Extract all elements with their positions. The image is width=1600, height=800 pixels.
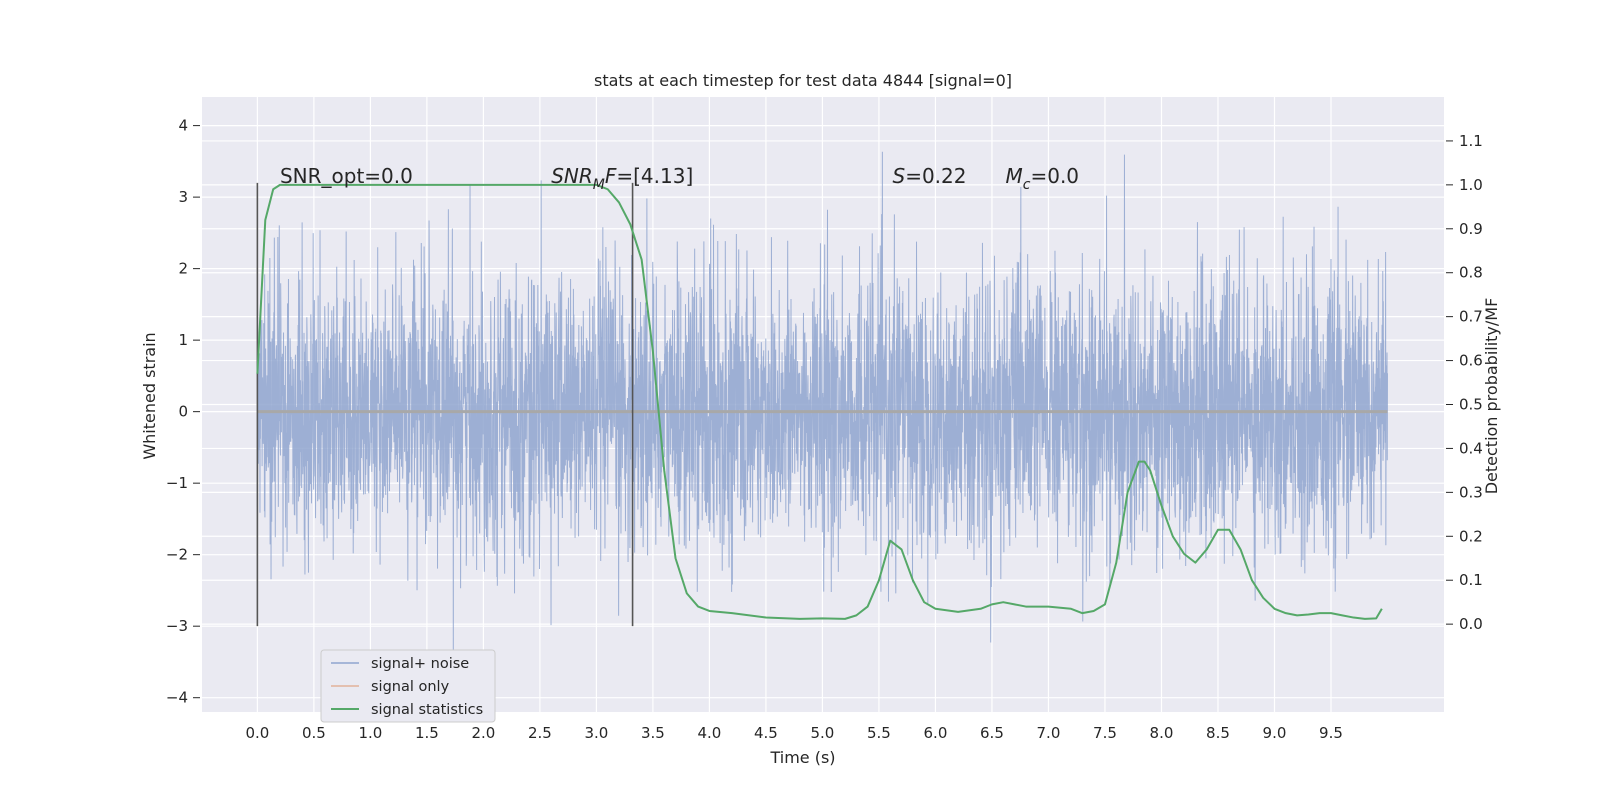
y-right-tick-label: 0.0 xyxy=(1459,615,1483,633)
y-right-axis-ticks: 1.1 1.0 0.9 0.8 0.7 0.6 0.5 0.4 0.3 0.2 0.1 0.0 xyxy=(1446,132,1483,633)
chart-title: stats at each timestep for test data 484… xyxy=(594,71,1012,90)
x-tick-label: 8.0 xyxy=(1150,724,1174,742)
x-tick-label: 9.0 xyxy=(1263,724,1287,742)
y-left-tick-label: −4 xyxy=(166,689,188,707)
y-left-tick-label: −3 xyxy=(166,617,188,635)
x-axis-ticks: 0.0 0.5 1.0 1.5 2.0 2.5 3.0 3.5 4.0 4.5 5.0 5.5 6.0 6… xyxy=(245,724,1342,742)
x-tick-label: 1.0 xyxy=(358,724,382,742)
legend-box xyxy=(320,649,496,723)
x-tick-label: 3.0 xyxy=(584,724,608,742)
legend-label-signal-plus-noise: signal+ noise xyxy=(371,656,469,672)
x-tick-label: 0.5 xyxy=(302,724,326,742)
x-tick-label: 3.5 xyxy=(641,724,665,742)
legend: signal+ noise signal only signal statist… xyxy=(320,649,496,723)
vertical-markers xyxy=(256,182,634,627)
legend-label-signal-only: signal only xyxy=(371,679,450,695)
y-left-tick-label: 4 xyxy=(178,117,188,135)
x-tick-label: 0.0 xyxy=(245,724,269,742)
signal-statistics-line xyxy=(256,183,1383,620)
y-left-axis-ticks: 4 3 2 1 0 −1 −2 −3 −4 xyxy=(166,117,200,707)
y-left-tick-label: −1 xyxy=(166,474,188,492)
x-tick-label: 9.5 xyxy=(1319,724,1343,742)
legend-label-signal-statistics: signal statistics xyxy=(371,702,483,718)
x-tick-label: 2.0 xyxy=(471,724,495,742)
annotation-s: S=0.22 xyxy=(893,164,967,188)
series-signal-statistics xyxy=(256,183,1383,620)
x-tick-label: 6.0 xyxy=(924,724,948,742)
x-tick-label: 7.0 xyxy=(1037,724,1061,742)
x-tick-label: 5.5 xyxy=(867,724,891,742)
x-tick-label: 4.5 xyxy=(754,724,778,742)
y-right-tick-label: 0.9 xyxy=(1459,220,1483,238)
y-left-tick-label: 0 xyxy=(178,403,188,421)
y-right-tick-label: 0.8 xyxy=(1459,264,1483,282)
y-left-axis-label: Whitened strain xyxy=(140,332,159,459)
y-right-tick-label: 1.0 xyxy=(1459,176,1483,194)
y-right-tick-label: 0.2 xyxy=(1459,527,1483,545)
y-right-tick-label: 1.1 xyxy=(1459,132,1483,150)
x-tick-label: 8.5 xyxy=(1206,724,1230,742)
x-tick-label: 2.5 xyxy=(528,724,552,742)
annotation-snr_mf: SNRMF=[4.13] xyxy=(551,164,693,193)
annotations: SNR_opt=0.0 SNRMF=[4.13] S=0.22 Mc=0.0 xyxy=(280,164,1079,193)
series-signal-plus-noise xyxy=(256,151,1388,661)
annotation-mc: Mc=0.0 xyxy=(1006,164,1080,193)
x-tick-label: 4.0 xyxy=(697,724,721,742)
x-tick-label: 7.5 xyxy=(1093,724,1117,742)
y-right-tick-label: 0.4 xyxy=(1459,439,1483,457)
y-right-axis-label: Detection probability/MF xyxy=(1482,298,1501,495)
y-left-tick-label: −2 xyxy=(166,546,188,564)
y-left-tick-label: 1 xyxy=(178,331,188,349)
annotation-snr_opt: SNR_opt=0.0 xyxy=(280,164,413,188)
x-axis-label: Time (s) xyxy=(769,748,835,767)
x-tick-label: 5.0 xyxy=(811,724,835,742)
x-tick-label: 6.5 xyxy=(980,724,1004,742)
y-right-tick-label: 0.6 xyxy=(1459,352,1483,370)
y-right-tick-label: 0.7 xyxy=(1459,308,1483,326)
y-right-tick-label: 0.3 xyxy=(1459,483,1483,501)
noise-trace xyxy=(256,151,1388,661)
y-right-tick-label: 0.1 xyxy=(1459,571,1483,589)
y-left-tick-label: 2 xyxy=(178,260,188,278)
y-right-tick-label: 0.5 xyxy=(1459,396,1483,414)
x-tick-label: 1.5 xyxy=(415,724,439,742)
y-left-tick-label: 3 xyxy=(178,188,188,206)
